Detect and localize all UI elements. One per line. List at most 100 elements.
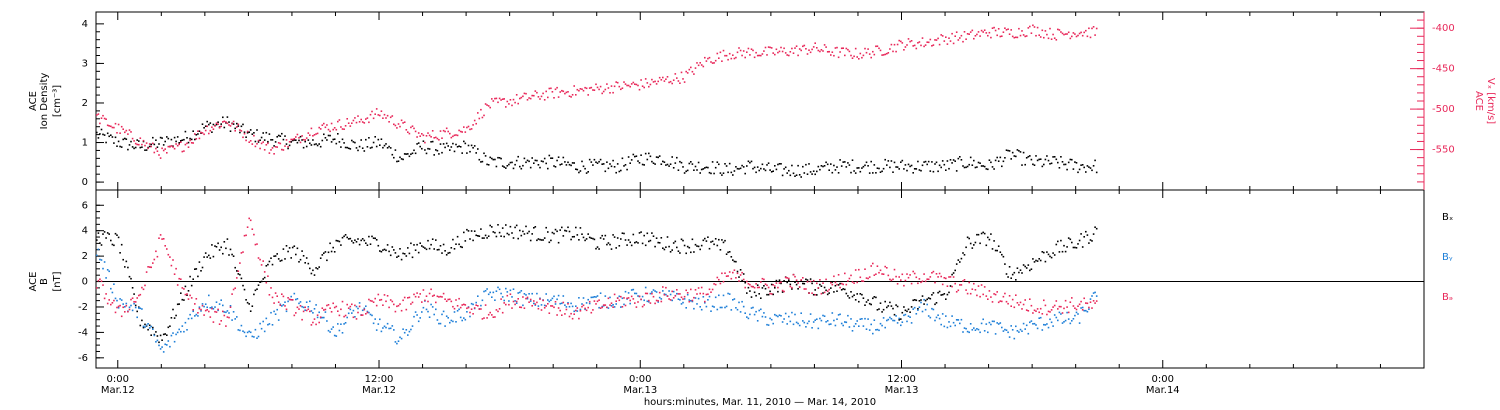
b-point-0	[900, 318, 902, 320]
b-point-0	[186, 294, 188, 296]
b-point-1	[798, 324, 801, 327]
b-point-2	[686, 292, 689, 294]
density-point	[105, 141, 107, 144]
b-point-1	[285, 310, 288, 313]
b-point-2	[1080, 300, 1082, 303]
vx-point	[158, 154, 160, 156]
b-point-0	[630, 244, 633, 247]
b-point-1	[147, 323, 149, 325]
b-point-1	[466, 311, 468, 313]
density-point	[714, 166, 717, 169]
y-axis-label-right: ACE	[1473, 91, 1484, 111]
b-point-0	[1057, 240, 1059, 243]
b-point-0	[941, 293, 944, 296]
b-point-1	[533, 302, 535, 305]
b-point-1	[557, 294, 560, 297]
density-point	[590, 161, 593, 163]
b-point-1	[965, 327, 967, 330]
b-point-2	[966, 292, 969, 295]
b-point-0	[844, 288, 846, 291]
b-point-0	[929, 297, 932, 300]
b-point-0	[960, 257, 963, 260]
b-point-1	[388, 327, 390, 330]
b-point-2	[315, 323, 317, 326]
b-point-0	[338, 240, 341, 243]
density-point	[534, 159, 537, 162]
b-point-0	[665, 246, 667, 248]
b-point-2	[427, 300, 429, 303]
b-point-1	[369, 313, 372, 316]
vx-point	[963, 31, 966, 33]
b-point-1	[529, 300, 532, 302]
vx-point	[943, 40, 946, 42]
b-point-2	[351, 303, 353, 306]
b-point-1	[845, 321, 848, 324]
vx-point	[1043, 36, 1045, 39]
vx-point	[242, 136, 244, 139]
density-point	[1043, 163, 1045, 166]
b-point-1	[680, 303, 683, 305]
b-point-0	[710, 241, 712, 243]
density-point	[509, 161, 512, 164]
b-point-0	[124, 266, 126, 268]
b-point-1	[867, 318, 869, 320]
vx-point	[357, 115, 359, 117]
b-point-2	[802, 277, 804, 279]
b-point-1	[898, 317, 900, 320]
b-point-1	[108, 270, 110, 273]
density-point	[682, 166, 684, 168]
b-point-2	[750, 285, 753, 288]
b-point-2	[561, 314, 563, 316]
b-point-1	[260, 327, 263, 330]
b-point-1	[279, 303, 282, 306]
b-point-1	[803, 321, 806, 324]
b-point-2	[120, 315, 123, 318]
density-point	[270, 139, 272, 141]
b-point-1	[949, 325, 952, 328]
b-point-2	[97, 279, 100, 282]
vx-point	[1015, 36, 1017, 39]
density-point	[971, 164, 974, 166]
vx-point	[1071, 35, 1073, 38]
b-point-0	[318, 266, 320, 268]
b-point-1	[519, 291, 521, 294]
density-point	[253, 132, 255, 134]
b-point-1	[632, 288, 635, 291]
b-point-1	[767, 324, 770, 326]
density-point	[136, 139, 138, 141]
density-point	[797, 164, 799, 167]
b-point-2	[142, 288, 145, 291]
vx-point	[1041, 29, 1044, 32]
vx-point	[487, 105, 490, 107]
b-point-1	[749, 313, 751, 316]
density-point	[609, 163, 611, 165]
vx-point	[679, 82, 681, 84]
density-point	[621, 157, 624, 160]
vx-point	[1013, 36, 1016, 39]
density-point	[761, 163, 764, 166]
density-point	[665, 164, 667, 166]
vx-point	[836, 46, 838, 49]
density-point	[197, 133, 199, 135]
b-point-0	[921, 295, 924, 297]
b-point-1	[969, 323, 972, 325]
vx-point	[932, 44, 935, 46]
density-point	[285, 143, 288, 145]
b-point-0	[917, 308, 919, 310]
b-point-0	[554, 228, 557, 231]
vx-point	[114, 122, 117, 125]
b-point-2	[414, 295, 417, 298]
vx-point	[248, 141, 250, 143]
b-point-0	[1027, 264, 1030, 266]
vx-point	[638, 88, 641, 91]
density-point	[602, 163, 605, 165]
vx-point	[192, 142, 194, 144]
b-point-1	[517, 292, 519, 294]
density-point	[495, 165, 498, 168]
density-point	[764, 169, 767, 172]
b-point-0	[523, 233, 526, 235]
b-point-1	[564, 304, 566, 306]
b-point-2	[200, 308, 202, 311]
y-tick-label-left: 2	[82, 98, 88, 109]
density-point	[690, 161, 692, 163]
